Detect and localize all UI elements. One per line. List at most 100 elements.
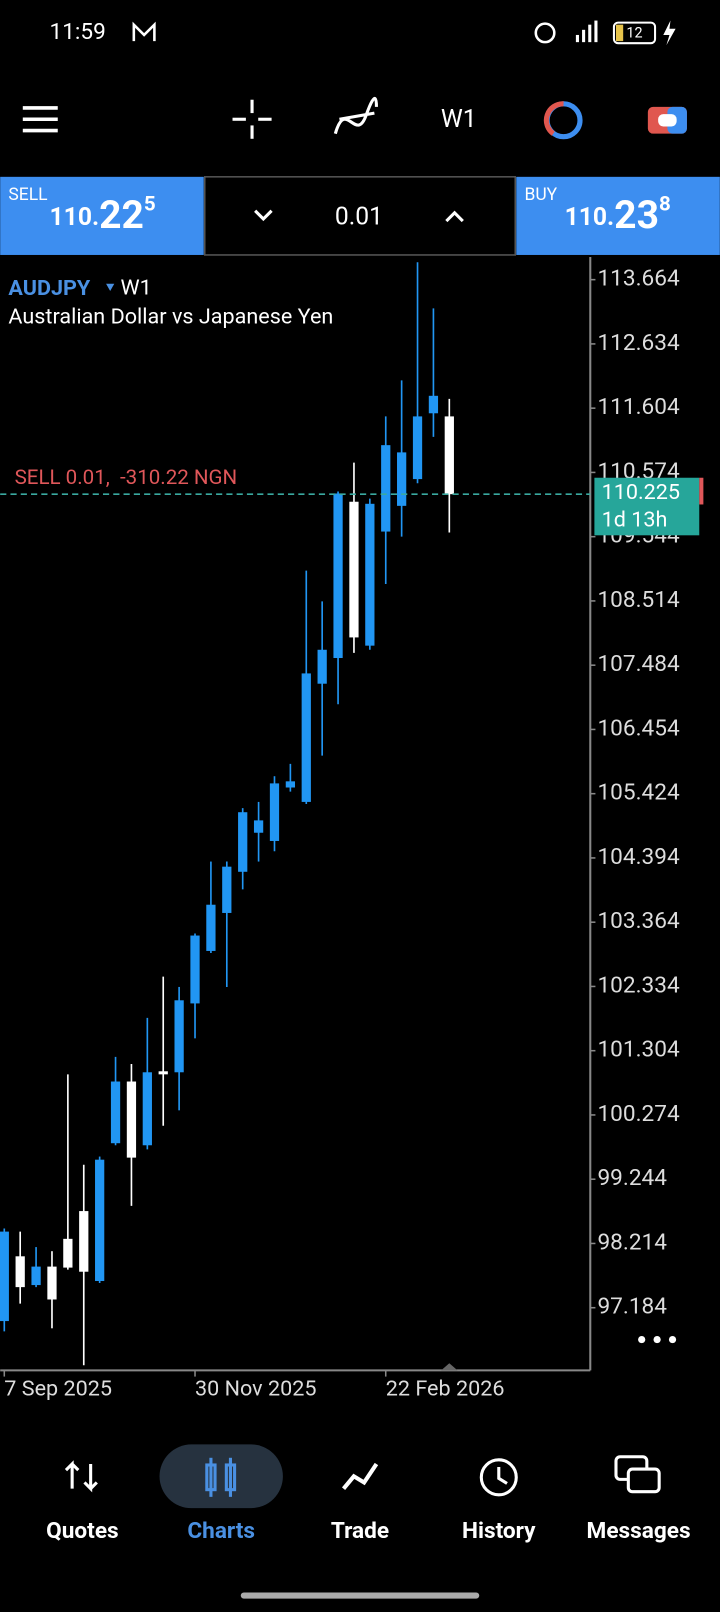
nav-item[interactable]: History	[462, 1517, 536, 1544]
y-tick-label: 113.664	[597, 265, 679, 292]
current-price-label: 110.225	[602, 480, 680, 505]
history-icon	[479, 1458, 518, 1497]
y-tick-label: 112.634	[597, 329, 679, 356]
candle-body	[333, 493, 343, 659]
nav-active-pill	[159, 1444, 283, 1509]
lot-box	[203, 176, 517, 256]
candle-body	[15, 1256, 25, 1288]
candle-body	[31, 1266, 41, 1286]
candle-body	[317, 649, 327, 684]
candle-body	[381, 445, 391, 532]
quotes-icon	[64, 1460, 98, 1493]
candle-body	[47, 1266, 57, 1300]
candle-body	[365, 503, 375, 646]
candle-body	[412, 416, 423, 480]
x-tick-label: 22 Feb 2026	[386, 1377, 505, 1402]
symbol-dropdown[interactable]	[106, 283, 115, 291]
x-tick-label: 30 Nov 2025	[195, 1377, 316, 1402]
plot: 97.184 98.214 99.244 100.274 101.304 102.334 1…	[0, 262, 704, 1402]
candle-body	[349, 501, 359, 638]
more-button[interactable]	[638, 1335, 677, 1344]
indicators-button[interactable]	[333, 97, 378, 135]
y-tick-label: 102.334	[597, 971, 679, 998]
x-tick-label: 7 Sep 2025	[4, 1377, 112, 1402]
y-tick-label: 97.184	[597, 1293, 667, 1320]
messages-icon-front	[626, 1467, 661, 1494]
candle-body	[238, 812, 248, 872]
candle-body	[79, 1211, 89, 1272]
buy-box[interactable]	[516, 176, 720, 255]
y-tick-label: 103.364	[597, 907, 679, 934]
candle-body	[95, 1159, 105, 1282]
y-tick-label: 98.214	[597, 1228, 667, 1255]
lot-value[interactable]: 0.01	[335, 202, 383, 231]
candle-body	[285, 781, 296, 788]
sell-box[interactable]	[0, 176, 204, 255]
y-tick-label: 101.304	[597, 1036, 679, 1063]
y-tick-label: 106.454	[597, 714, 679, 741]
alarm-icon	[534, 22, 556, 44]
y-tick-label: 100.274	[597, 1100, 679, 1127]
timeframe-button[interactable]: W1	[441, 105, 477, 134]
charts-icon	[205, 1457, 237, 1497]
battery-level	[615, 24, 624, 42]
candle-body	[158, 1071, 168, 1075]
candle-body	[253, 820, 264, 833]
nav-item[interactable]: Messages	[587, 1517, 691, 1544]
lot-up[interactable]	[445, 210, 464, 223]
buy-label: BUY	[524, 185, 557, 205]
sell-label: SELL	[8, 185, 47, 205]
charging-icon	[663, 20, 676, 46]
countdown-label: 1d 13h	[602, 508, 668, 533]
battery-text: 12	[626, 25, 642, 42]
period-marker	[441, 1363, 458, 1371]
chart-symbol[interactable]: AUDJPY	[8, 276, 91, 301]
sell-price: 110.225	[50, 192, 156, 238]
nav-item[interactable]: Quotes	[46, 1517, 119, 1544]
candle-body	[269, 783, 280, 841]
buy-price: 110.238	[565, 192, 671, 238]
nav-item[interactable]: Trade	[331, 1517, 389, 1544]
candle-body	[142, 1072, 152, 1146]
candle-body	[0, 1231, 9, 1322]
candle-body	[110, 1081, 121, 1144]
candle-body	[126, 1081, 137, 1158]
nav-bar: Quotes Charts Trade History Messages	[46, 1517, 690, 1544]
signal-icon	[575, 20, 598, 43]
y-tick-label: 99.244	[597, 1164, 667, 1191]
menu-button[interactable]	[22, 106, 58, 133]
candle-body	[174, 1000, 184, 1073]
trade-button-knob	[658, 114, 677, 127]
y-tick-label: 107.484	[597, 650, 679, 677]
home-indicator	[240, 1592, 480, 1599]
status-time: 11:59	[50, 18, 106, 45]
trade-icon	[341, 1462, 379, 1490]
position-label: SELL 0.01, -310.22 NGN	[15, 466, 238, 490]
candle-body	[190, 935, 200, 1004]
lot-down[interactable]	[254, 209, 273, 222]
nav-item[interactable]: Charts	[187, 1517, 255, 1544]
battery-icon	[612, 21, 657, 45]
chart-title: Australian Dollar vs Japanese Yen	[8, 304, 333, 329]
clock-accent	[543, 101, 564, 136]
y-tick-label: 108.514	[597, 586, 679, 613]
candle-body	[397, 452, 407, 506]
crosshair-button[interactable]	[232, 99, 272, 139]
candle-body	[206, 904, 216, 951]
candle-body	[301, 673, 311, 802]
candle-body	[428, 395, 439, 414]
chart-timeframe: W1	[120, 276, 151, 301]
history-hands	[497, 1467, 508, 1485]
price-box-edge	[699, 477, 704, 505]
candle-body	[444, 416, 454, 495]
y-tick-label: 111.604	[597, 393, 679, 420]
candle-body	[222, 866, 232, 913]
candle-body	[63, 1238, 73, 1268]
y-tick-label: 105.424	[597, 779, 679, 806]
trade-button-half	[667, 106, 687, 134]
y-tick-label: 104.394	[597, 843, 679, 870]
